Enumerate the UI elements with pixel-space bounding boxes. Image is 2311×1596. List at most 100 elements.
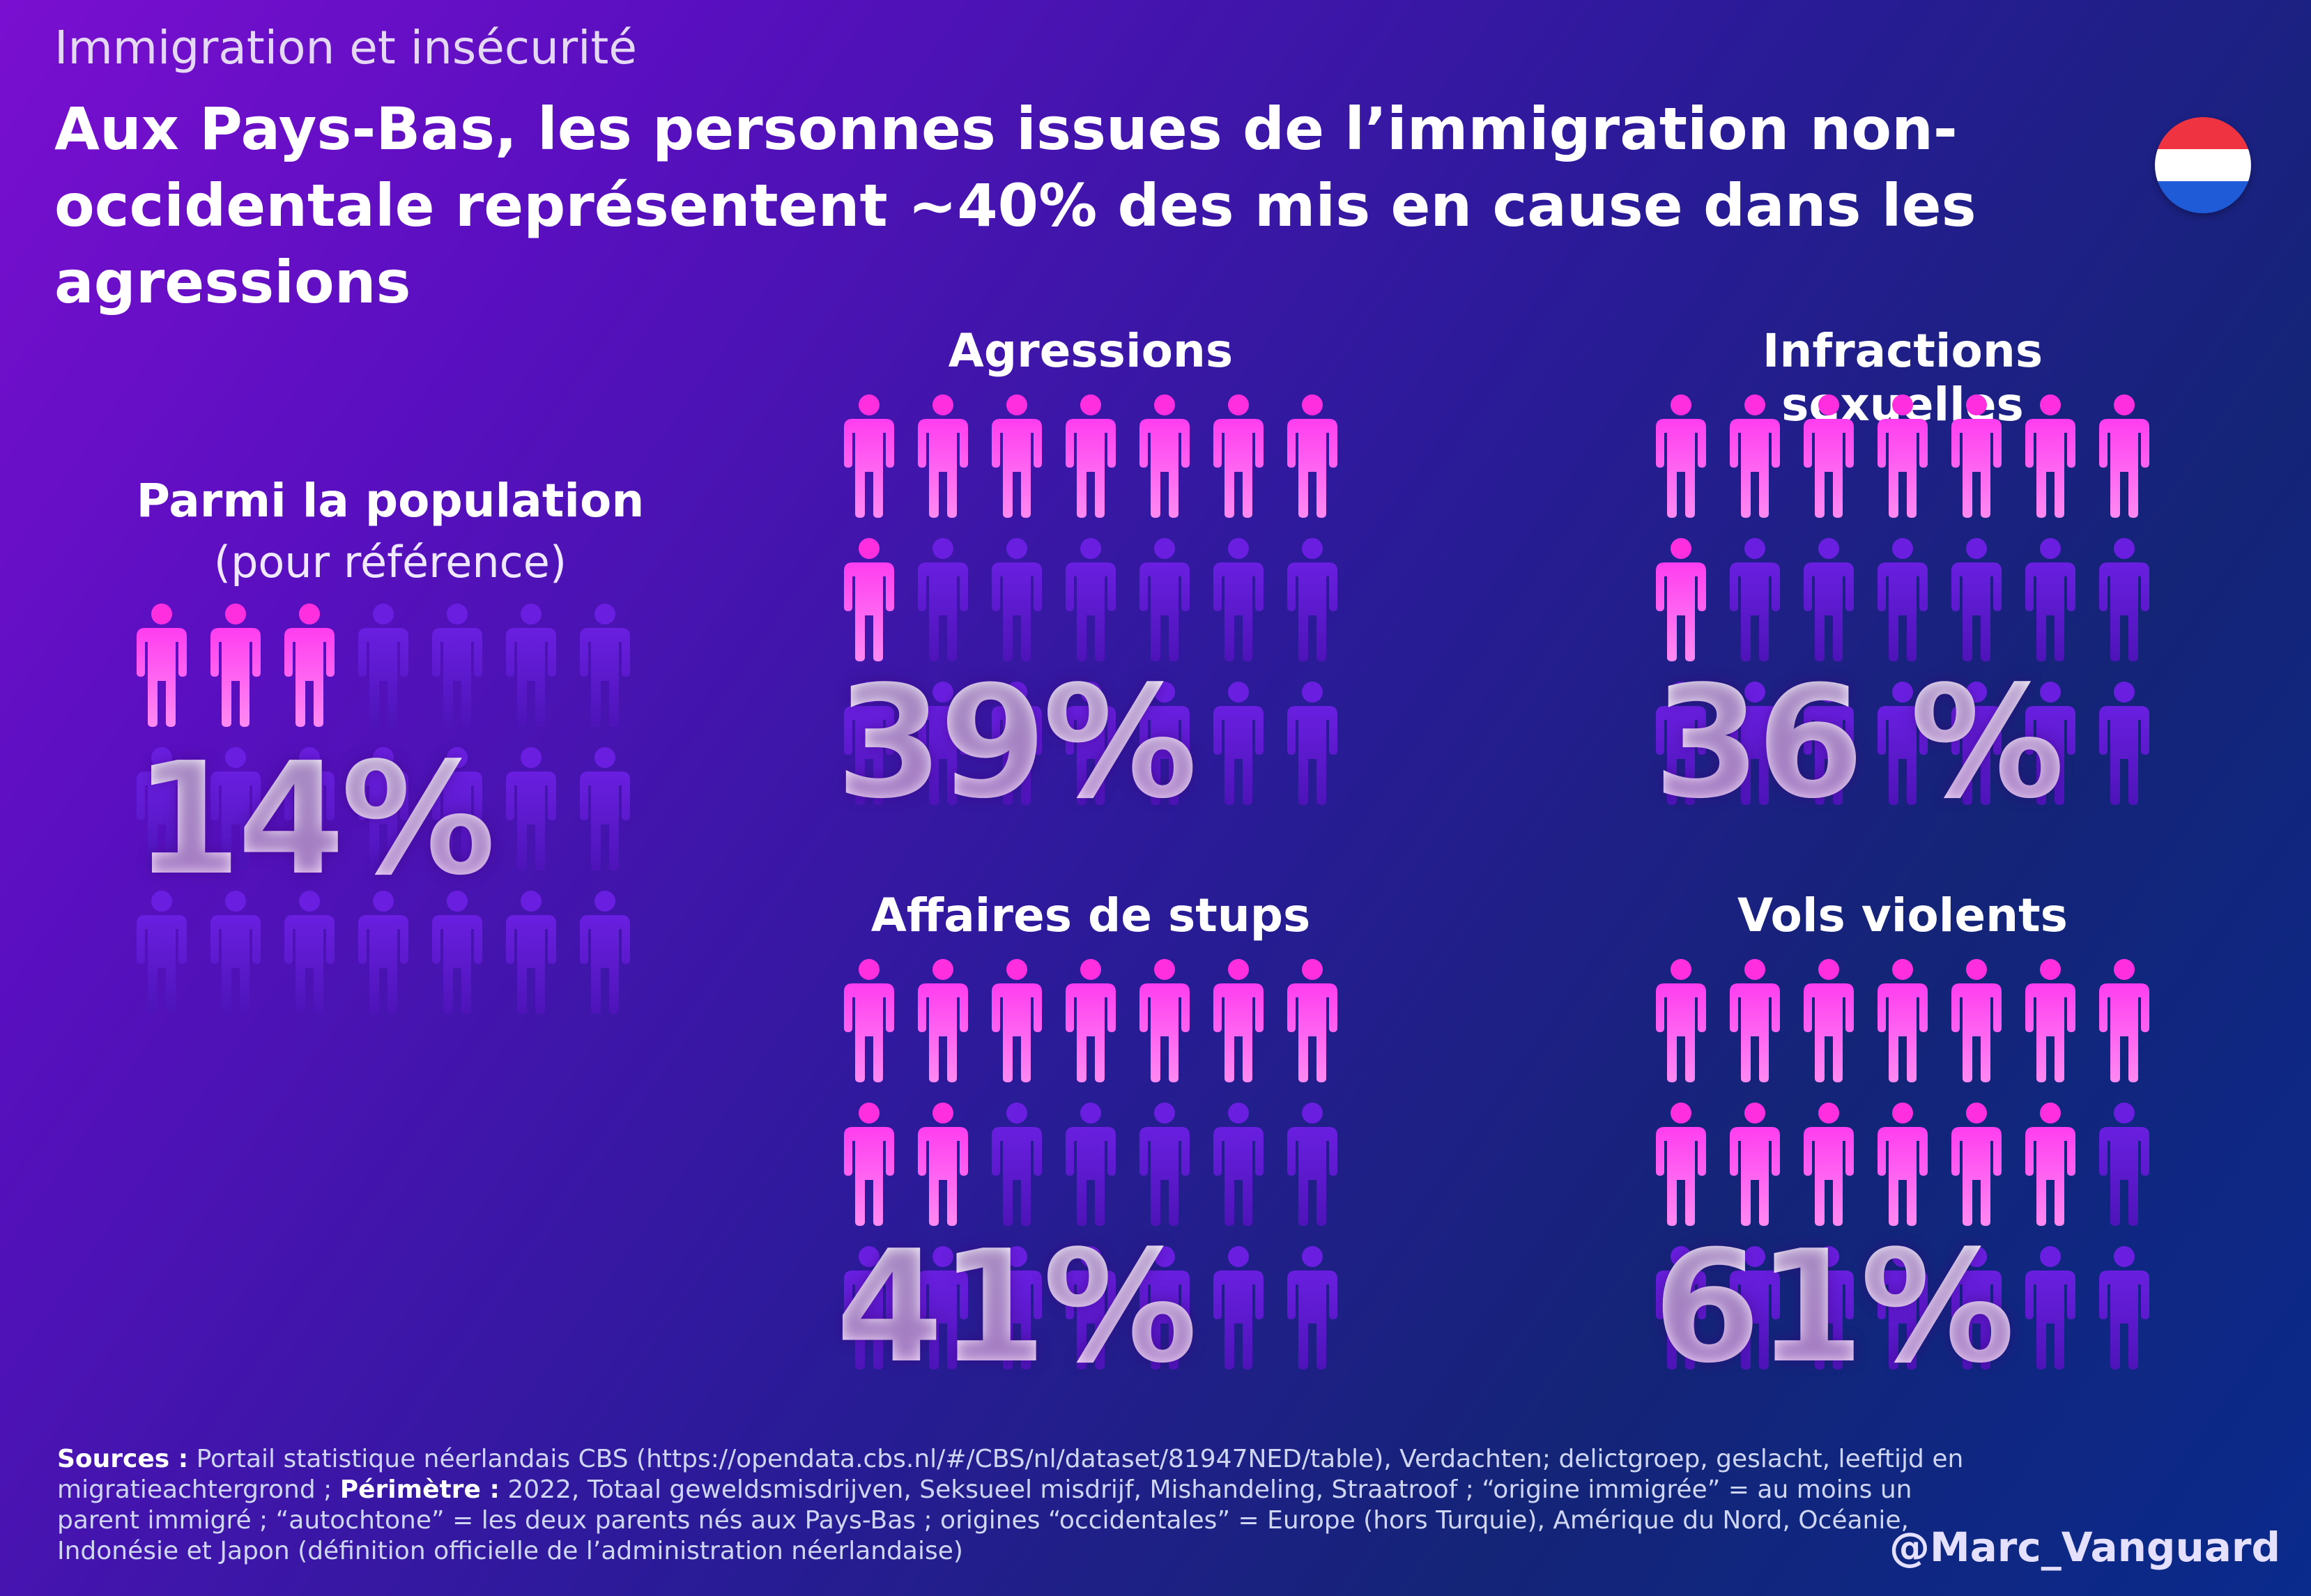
person-highlighted-icon bbox=[833, 1102, 905, 1227]
panel-vols-violents: Vols violents 61% bbox=[1645, 889, 2160, 1390]
person-icon bbox=[347, 746, 420, 872]
panel-affaires-de-stups: Affaires de stups 41% bbox=[833, 889, 1349, 1390]
pictogram-grid bbox=[1645, 394, 2160, 812]
person-icon bbox=[2014, 681, 2087, 806]
person-highlighted-icon bbox=[1645, 394, 1717, 519]
person-highlighted-icon bbox=[1202, 958, 1275, 1084]
person-icon bbox=[199, 746, 272, 872]
person-icon bbox=[1128, 537, 1201, 663]
panel-infractions-sexuelles: Infractions sexuelles 36 % bbox=[1645, 324, 2160, 826]
person-icon bbox=[2014, 537, 2087, 663]
person-icon bbox=[1276, 681, 1349, 806]
person-icon bbox=[833, 681, 905, 806]
person-icon bbox=[1719, 537, 1791, 663]
person-icon bbox=[833, 1245, 905, 1371]
person-icon bbox=[1866, 681, 1939, 806]
person-icon bbox=[907, 681, 979, 806]
person-icon bbox=[1202, 1102, 1275, 1227]
person-highlighted-icon bbox=[1054, 394, 1127, 519]
sources-note: Sources : Portail statistique néerlandai… bbox=[57, 1444, 1967, 1567]
person-icon bbox=[1719, 681, 1791, 806]
person-highlighted-icon bbox=[907, 394, 979, 519]
person-icon bbox=[569, 746, 641, 872]
person-highlighted-icon bbox=[1645, 958, 1717, 1084]
panel-title: Vols violents bbox=[1737, 889, 2068, 942]
pictogram-grid bbox=[833, 958, 1349, 1376]
person-icon bbox=[1054, 537, 1127, 663]
person-icon bbox=[907, 537, 979, 663]
person-highlighted-icon bbox=[1719, 394, 1791, 519]
person-highlighted-icon bbox=[1276, 394, 1349, 519]
person-icon bbox=[1792, 1245, 1865, 1371]
person-highlighted-icon bbox=[1719, 958, 1791, 1084]
person-icon bbox=[2088, 1245, 2160, 1371]
person-icon bbox=[495, 890, 567, 1015]
person-icon bbox=[1866, 1245, 1939, 1371]
person-icon bbox=[1792, 681, 1865, 806]
kicker: Immigration et insécurité bbox=[54, 21, 637, 75]
person-icon bbox=[1645, 1245, 1717, 1371]
person-icon bbox=[125, 890, 198, 1015]
pictogram-grid bbox=[833, 394, 1349, 812]
person-highlighted-icon bbox=[1792, 958, 1865, 1084]
person-icon bbox=[1276, 537, 1349, 663]
person-icon bbox=[421, 603, 493, 728]
panel-population: Parmi la population (pour référence) 14% bbox=[105, 467, 676, 1025]
person-highlighted-icon bbox=[1202, 394, 1275, 519]
person-icon bbox=[273, 890, 346, 1015]
person-icon bbox=[1202, 537, 1275, 663]
person-icon bbox=[569, 603, 641, 728]
person-highlighted-icon bbox=[981, 958, 1053, 1084]
person-highlighted-icon bbox=[907, 958, 979, 1084]
panel-subtitle: (pour référence) bbox=[213, 537, 567, 588]
person-highlighted-icon bbox=[1940, 1102, 2013, 1227]
headline: Aux Pays-Bas, les personnes issues de l’… bbox=[54, 95, 1976, 316]
person-icon bbox=[495, 746, 567, 872]
pictogram-grid bbox=[125, 603, 641, 1021]
person-icon bbox=[981, 681, 1053, 806]
perimetre-label: Périmètre : bbox=[339, 1475, 500, 1504]
panel-value: 41% bbox=[836, 1218, 1197, 1397]
person-highlighted-icon bbox=[2088, 958, 2160, 1084]
panel-value: 36 % bbox=[1653, 653, 2065, 833]
person-icon bbox=[273, 746, 346, 872]
person-icon bbox=[1128, 681, 1201, 806]
netherlands-flag-icon bbox=[2155, 117, 2251, 213]
person-icon bbox=[981, 1245, 1053, 1371]
person-icon bbox=[347, 890, 420, 1015]
panel-title: Agressions bbox=[948, 324, 1234, 378]
person-icon bbox=[495, 603, 567, 728]
person-highlighted-icon bbox=[907, 1102, 979, 1227]
person-highlighted-icon bbox=[1792, 1102, 1865, 1227]
person-icon bbox=[1202, 681, 1275, 806]
person-highlighted-icon bbox=[833, 958, 905, 1084]
person-icon bbox=[347, 603, 420, 728]
person-highlighted-icon bbox=[833, 394, 905, 519]
person-highlighted-icon bbox=[981, 394, 1053, 519]
person-highlighted-icon bbox=[833, 537, 905, 663]
person-highlighted-icon bbox=[1866, 1102, 1939, 1227]
person-icon bbox=[421, 890, 493, 1015]
person-highlighted-icon bbox=[1276, 958, 1349, 1084]
person-icon bbox=[981, 537, 1053, 663]
person-highlighted-icon bbox=[1866, 394, 1939, 519]
panel-value: 61% bbox=[1653, 1218, 2015, 1397]
panel-value: 39% bbox=[836, 653, 1197, 833]
person-highlighted-icon bbox=[199, 603, 272, 728]
person-icon bbox=[981, 1102, 1053, 1227]
person-icon bbox=[1054, 1245, 1127, 1371]
person-highlighted-icon bbox=[1940, 958, 2013, 1084]
person-highlighted-icon bbox=[273, 603, 346, 728]
person-icon bbox=[1940, 537, 2013, 663]
author-handle: @Marc_Vanguard bbox=[1889, 1524, 2280, 1571]
person-highlighted-icon bbox=[1866, 958, 1939, 1084]
person-icon bbox=[1276, 1102, 1349, 1227]
person-highlighted-icon bbox=[1054, 958, 1127, 1084]
person-icon bbox=[421, 746, 493, 872]
person-icon bbox=[1054, 1102, 1127, 1227]
person-highlighted-icon bbox=[2014, 1102, 2087, 1227]
person-icon bbox=[1276, 1245, 1349, 1371]
person-highlighted-icon bbox=[2014, 958, 2087, 1084]
person-icon bbox=[1940, 681, 2013, 806]
person-icon bbox=[569, 890, 641, 1015]
